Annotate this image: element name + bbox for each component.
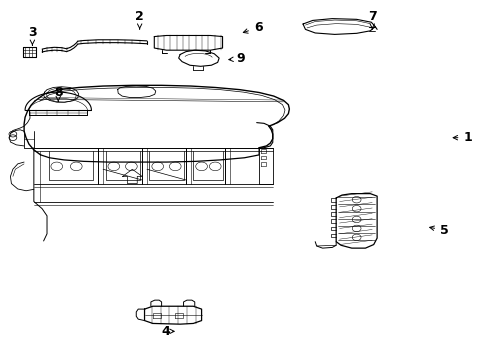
Text: 2: 2	[135, 10, 144, 29]
Text: 3: 3	[28, 27, 37, 45]
Text: 1: 1	[452, 131, 471, 144]
Text: 7: 7	[367, 10, 376, 29]
Text: 5: 5	[429, 224, 448, 237]
Text: 4: 4	[161, 325, 174, 338]
Text: 8: 8	[54, 86, 62, 102]
Text: 9: 9	[228, 52, 244, 65]
Text: 6: 6	[243, 21, 262, 34]
